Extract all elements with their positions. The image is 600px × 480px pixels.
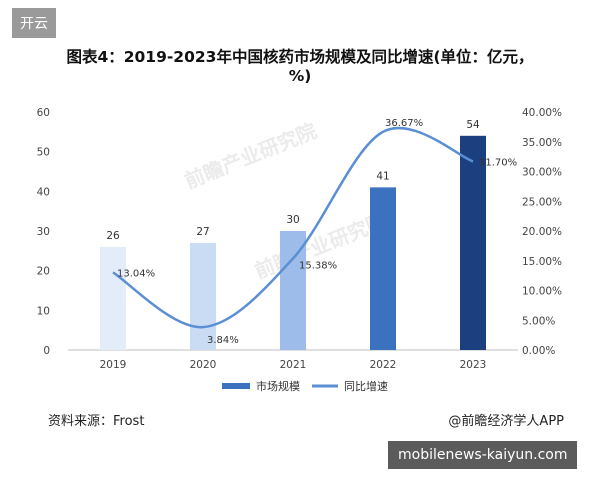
x-tick-label: 2020: [190, 359, 217, 371]
x-tick-label: 2022: [370, 359, 397, 371]
badge-label: 开云: [12, 8, 56, 38]
y2-tick-label: 40.00%: [522, 107, 562, 119]
growth-value-label: 13.04%: [117, 268, 155, 279]
bar: [370, 187, 396, 350]
y2-tick-label: 5.00%: [522, 315, 555, 327]
chart-canvas: 0 10 20 30 40 50 60 0.00% 5.00% 10.00% 15.00% 20.00…: [37, 107, 562, 393]
bar-value-label: 30: [286, 214, 299, 226]
y-tick-label: 0: [43, 345, 50, 357]
x-tick-label: 2023: [460, 359, 487, 371]
site-watermark: mobilenews-kaiyun.com: [388, 441, 578, 469]
data-source: 资料来源：Frost: [48, 414, 145, 429]
y2-tick-label: 30.00%: [522, 167, 562, 179]
legend-label: 同比增速: [344, 379, 388, 393]
y-tick-label: 50: [37, 147, 50, 159]
growth-line: [112, 126, 474, 329]
y2-tick-label: 10.00%: [522, 286, 562, 298]
growth-value-label: 15.38%: [299, 260, 337, 271]
growth-value-label: 31.70%: [479, 157, 517, 168]
y-tick-label: 40: [37, 186, 50, 198]
y-tick-label: 60: [37, 107, 50, 119]
y2-tick-label: 15.00%: [522, 256, 562, 268]
y2-tick-label: 35.00%: [522, 137, 562, 149]
x-tick-label: 2019: [100, 359, 127, 371]
x-tick-label: 2021: [280, 359, 307, 371]
bar: [460, 135, 486, 350]
y2-tick-label: 25.00%: [522, 196, 562, 208]
bar: [280, 231, 306, 350]
y2-tick-label: 0.00%: [522, 345, 555, 357]
credit-label: @前瞻经济学人APP: [448, 414, 564, 429]
y2-tick-label: 20.00%: [522, 226, 562, 238]
bar: [190, 242, 216, 350]
bar: [100, 246, 126, 350]
growth-value-label: 36.67%: [385, 118, 423, 129]
chart-title: 图表4：2019-2023年中国核药市场规模及同比增速(单位：亿元，%): [66, 48, 534, 85]
legend-swatch-bar: [222, 383, 250, 389]
growth-value-label: 3.84%: [207, 335, 239, 346]
y-tick-label: 10: [37, 305, 50, 317]
legend-label: 市场规模: [256, 379, 300, 393]
y-tick-label: 30: [37, 226, 50, 238]
y-tick-label: 20: [37, 266, 50, 278]
bar-value-label: 41: [376, 170, 389, 182]
bar-value-label: 26: [106, 230, 120, 242]
bar-value-label: 54: [466, 119, 480, 131]
bar-value-label: 27: [196, 226, 209, 238]
